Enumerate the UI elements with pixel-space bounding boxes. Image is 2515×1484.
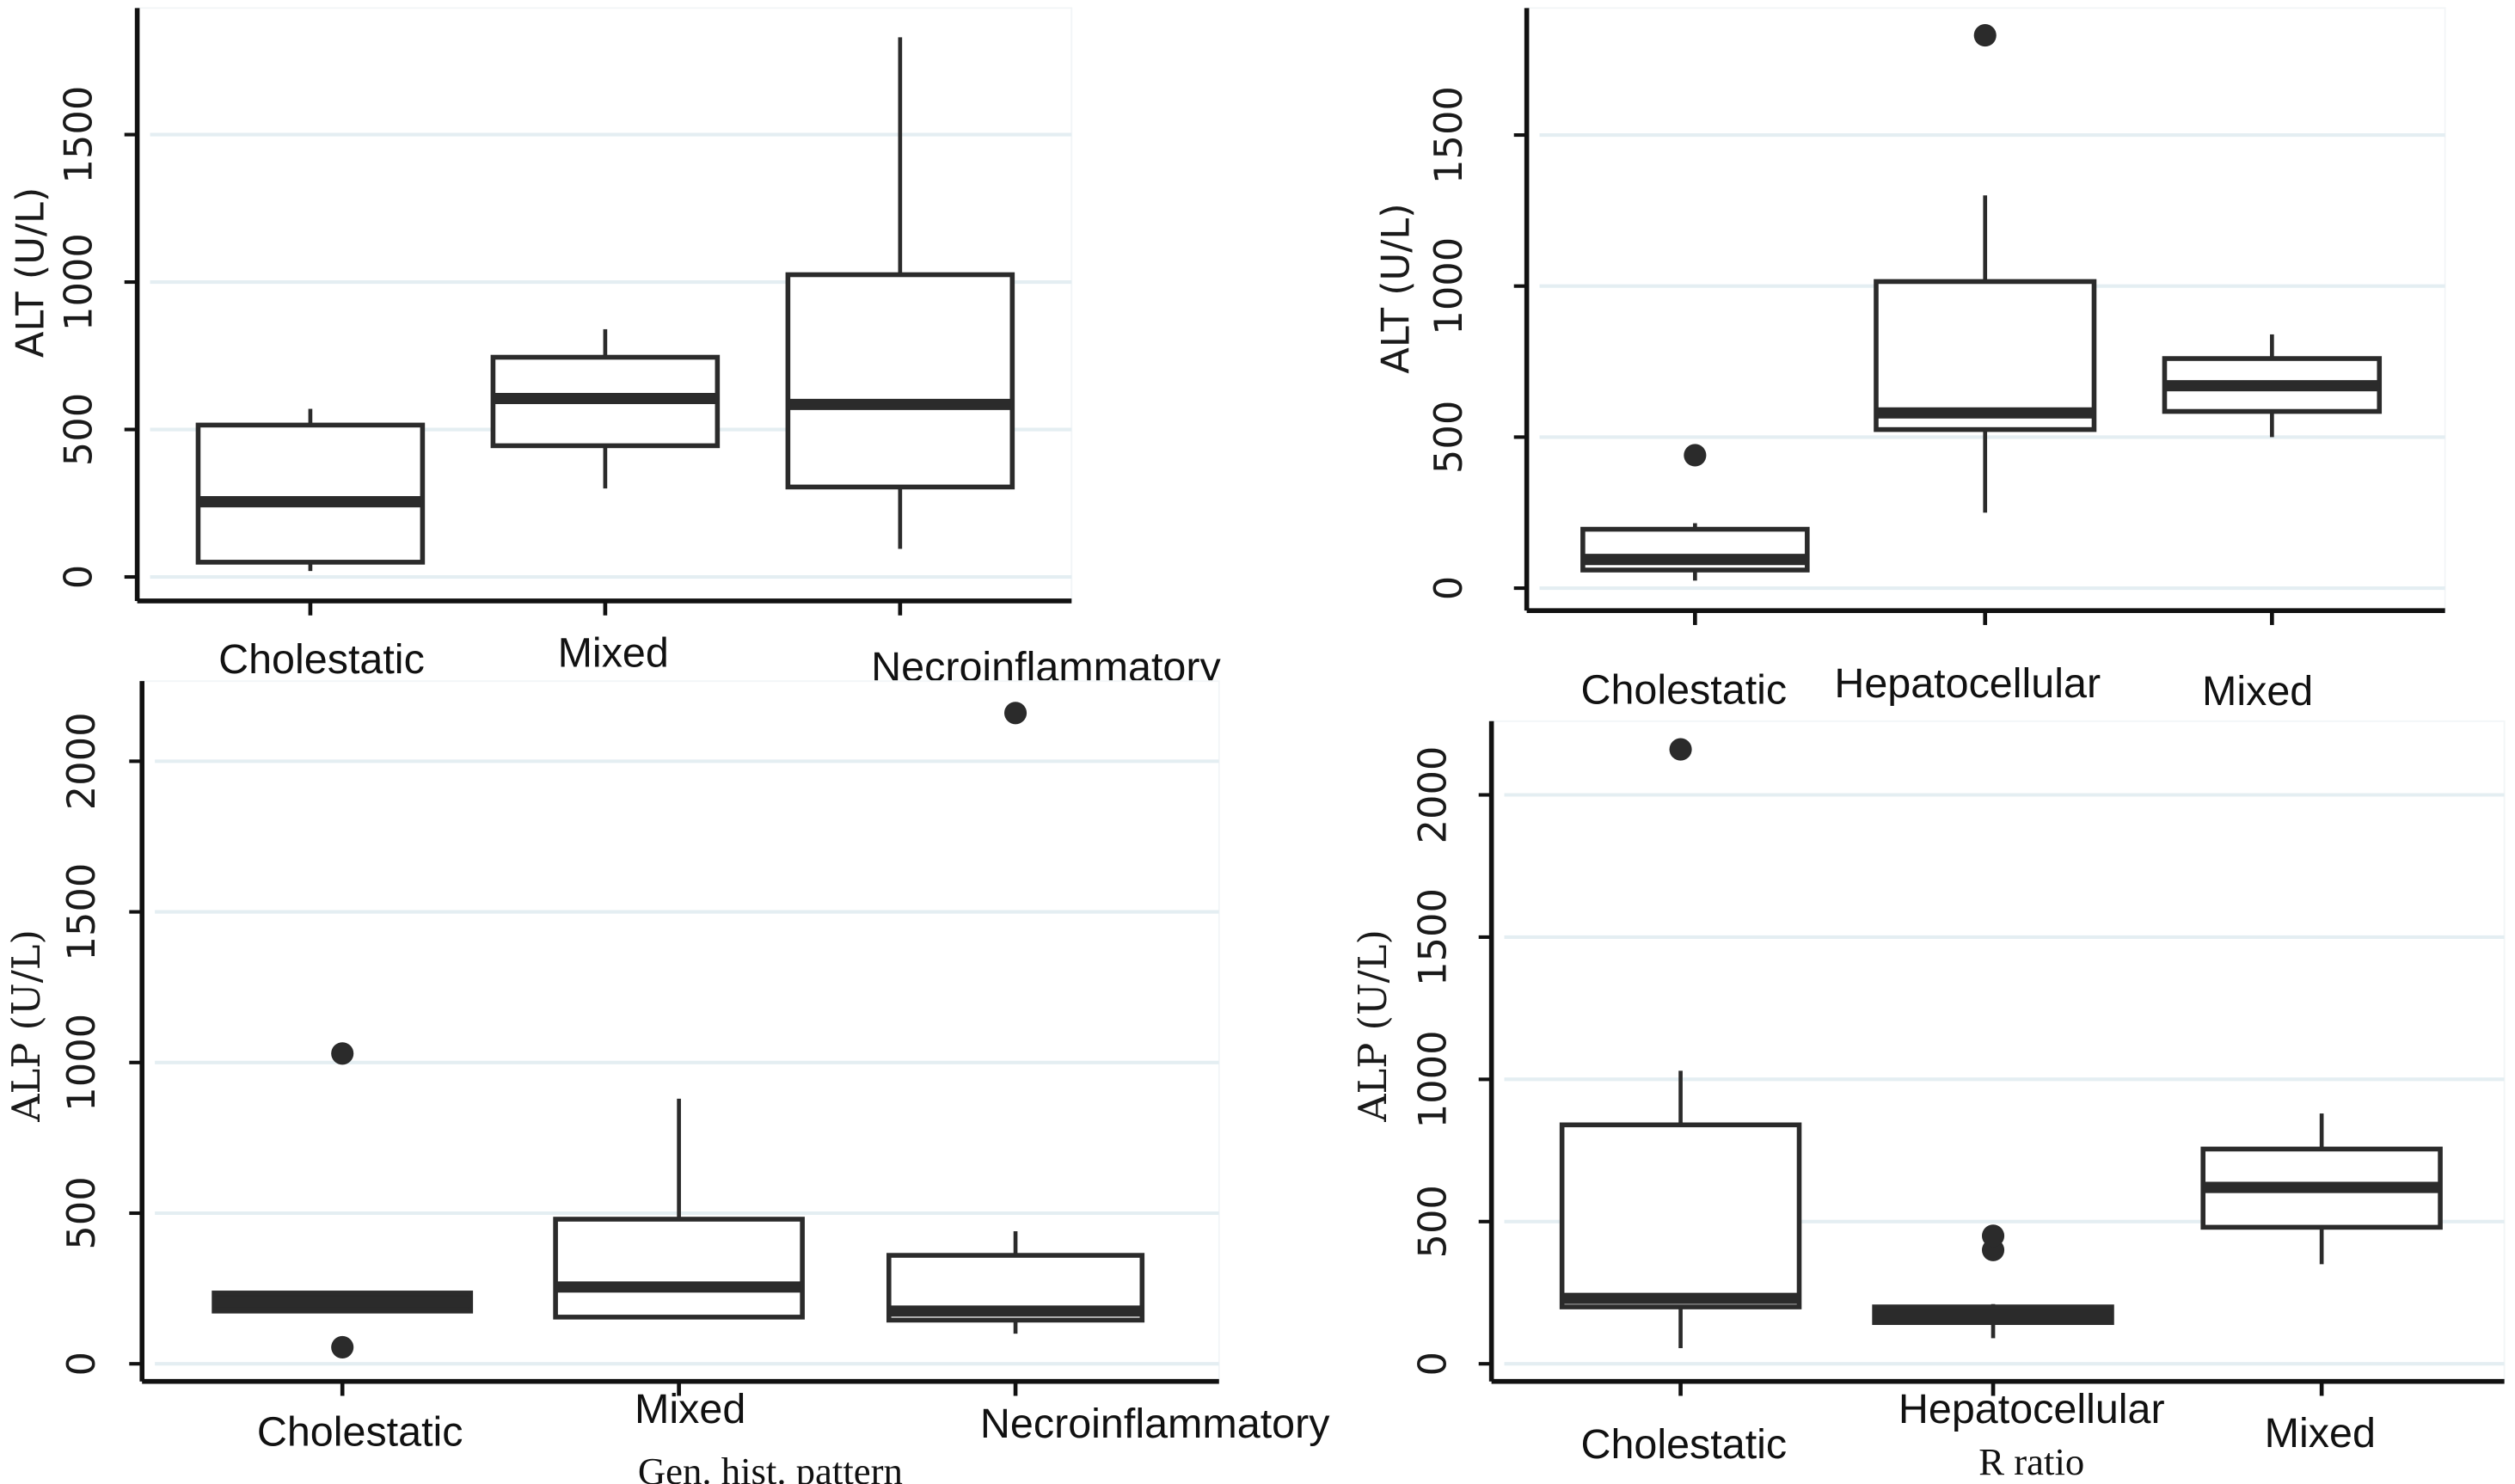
y-tick-label: 1000: [58, 1014, 104, 1112]
y-tick-label: 1000: [1426, 237, 1471, 335]
x-category-label: Hepatocellular: [1834, 660, 2101, 707]
iqr-box: [195, 422, 426, 565]
y-tick-label: 1500: [55, 86, 101, 184]
y-tick-label: 500: [55, 393, 101, 466]
outlier-point: [1669, 738, 1692, 761]
x-category-label: Cholestatic: [1580, 666, 1787, 713]
x-category-label: Hepatocellular: [1899, 1386, 2165, 1432]
y-tick-label: 500: [1426, 401, 1471, 474]
y-axis-label: ALT (U/L): [1373, 203, 1419, 373]
x-category-label: Cholestatic: [218, 636, 425, 683]
outlier-point: [1981, 1224, 2005, 1248]
x-category-label: Mixed: [558, 629, 669, 676]
x-category-label: Cholestatic: [257, 1408, 463, 1455]
y-tick-label: 0: [58, 1352, 104, 1376]
x-category-label: Mixed: [2265, 1410, 2376, 1456]
y-tick-label: 500: [1409, 1185, 1455, 1258]
y-tick-label: 1000: [1409, 1030, 1455, 1128]
x-axis-label: Gen. hist. pattern: [638, 1450, 903, 1484]
box-mixed: [2162, 334, 2383, 625]
y-tick-label: 2000: [1409, 746, 1455, 844]
x-category-label: Necroinflammatory: [980, 1401, 1330, 1447]
box-necroinflammatory: [785, 37, 1015, 616]
outlier-point: [331, 1042, 354, 1065]
iqr-box: [1559, 1122, 1802, 1309]
box-mixed: [490, 328, 721, 616]
y-tick-label: 500: [58, 1176, 104, 1249]
y-tick-label: 1500: [1426, 86, 1471, 184]
box-hepatocellular: [1874, 24, 2097, 625]
y-tick-label: 0: [1426, 576, 1471, 600]
x-category-label: Mixed: [635, 1386, 745, 1432]
iqr-box: [1874, 279, 2097, 432]
outlier-point: [1973, 24, 1997, 47]
box-hepatocellular: [1872, 1224, 2114, 1396]
panel-4: 0 500 1000 1500 2000 ALP (U/L) Cholestatic Hepa…: [1350, 720, 2506, 1483]
y-axis-label: ALT (U/L): [7, 187, 52, 358]
y-axis-label: ALP (U/L): [3, 929, 49, 1123]
iqr-box: [553, 1217, 805, 1320]
box-mixed: [2200, 1113, 2443, 1396]
outlier-point: [331, 1335, 354, 1358]
x-category-label: Cholestatic: [1580, 1421, 1787, 1468]
box-necroinflammatory: [886, 702, 1145, 1396]
y-tick-label: 1500: [58, 863, 104, 961]
box-cholestatic: [1580, 444, 1810, 625]
y-tick-label: 1500: [1409, 888, 1455, 986]
y-tick-label: 0: [1409, 1352, 1455, 1376]
box-cholestatic: [195, 408, 426, 616]
outlier-point: [1684, 444, 1707, 467]
panel-3: 0 500 1000 1500 2000 ALP (U/L) Cholestatic Mixe…: [3, 680, 1330, 1484]
iqr-box: [785, 272, 1015, 490]
box-cholestatic: [212, 1042, 474, 1396]
y-tick-label: 1000: [55, 233, 101, 331]
y-axis-label: ALP (U/L): [1350, 929, 1396, 1123]
box-cholestatic: [1559, 738, 1802, 1396]
box-mixed: [553, 1098, 805, 1396]
outlier-point: [1003, 702, 1027, 725]
x-category-label: Mixed: [2202, 668, 2313, 714]
x-axis-label: R ratio: [1978, 1440, 2084, 1483]
y-tick-label: 2000: [58, 712, 104, 810]
y-tick-label: 0: [55, 565, 101, 589]
